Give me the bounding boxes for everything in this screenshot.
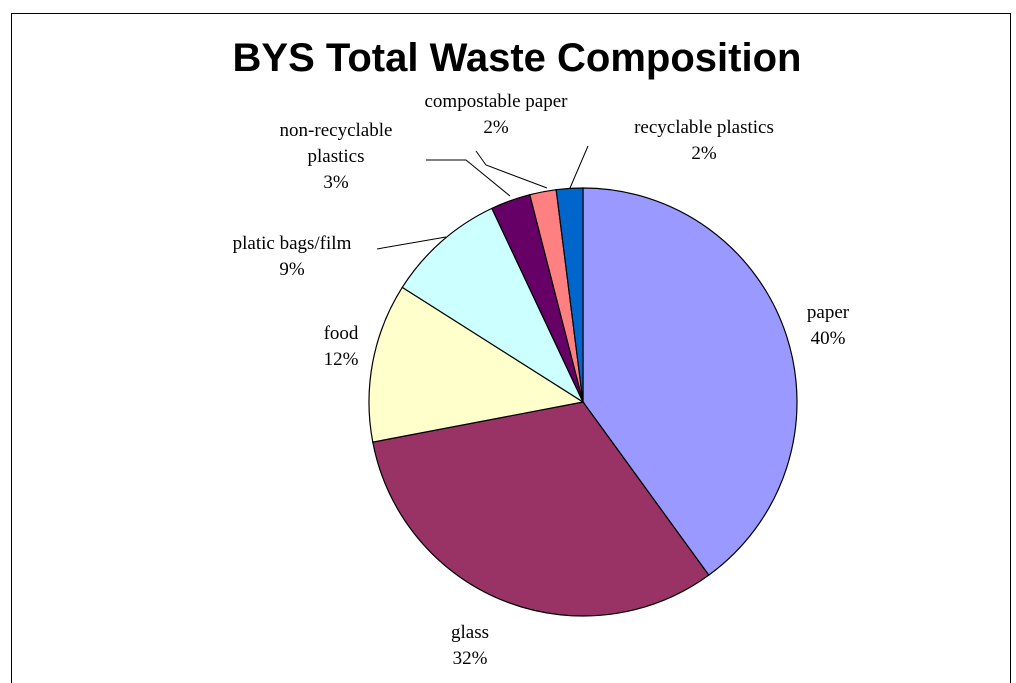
data-label: recyclable plastics 2% [634,117,774,164]
data-label: food 12% [324,323,359,370]
pie-slice-recyclable-plastics [555,187,584,403]
chart-title: BYS Total Waste Composition [232,36,802,80]
pie-slice-food [368,286,585,443]
data-label: paper 40% [807,302,850,349]
data-label: non-recyclable plastics 3% [280,120,393,193]
leader-line [376,236,447,250]
data-label: glass 32% [451,622,489,669]
leader-line [475,150,548,189]
pie-slice-paper [582,187,798,576]
data-label: compostable paper 2% [425,91,569,138]
pie-slice-platic-bags-film [401,207,585,404]
leader-line [426,159,511,197]
pie-slice-glass [372,401,710,617]
leader-line [569,145,589,189]
data-label: platic bags/film 9% [233,233,352,280]
